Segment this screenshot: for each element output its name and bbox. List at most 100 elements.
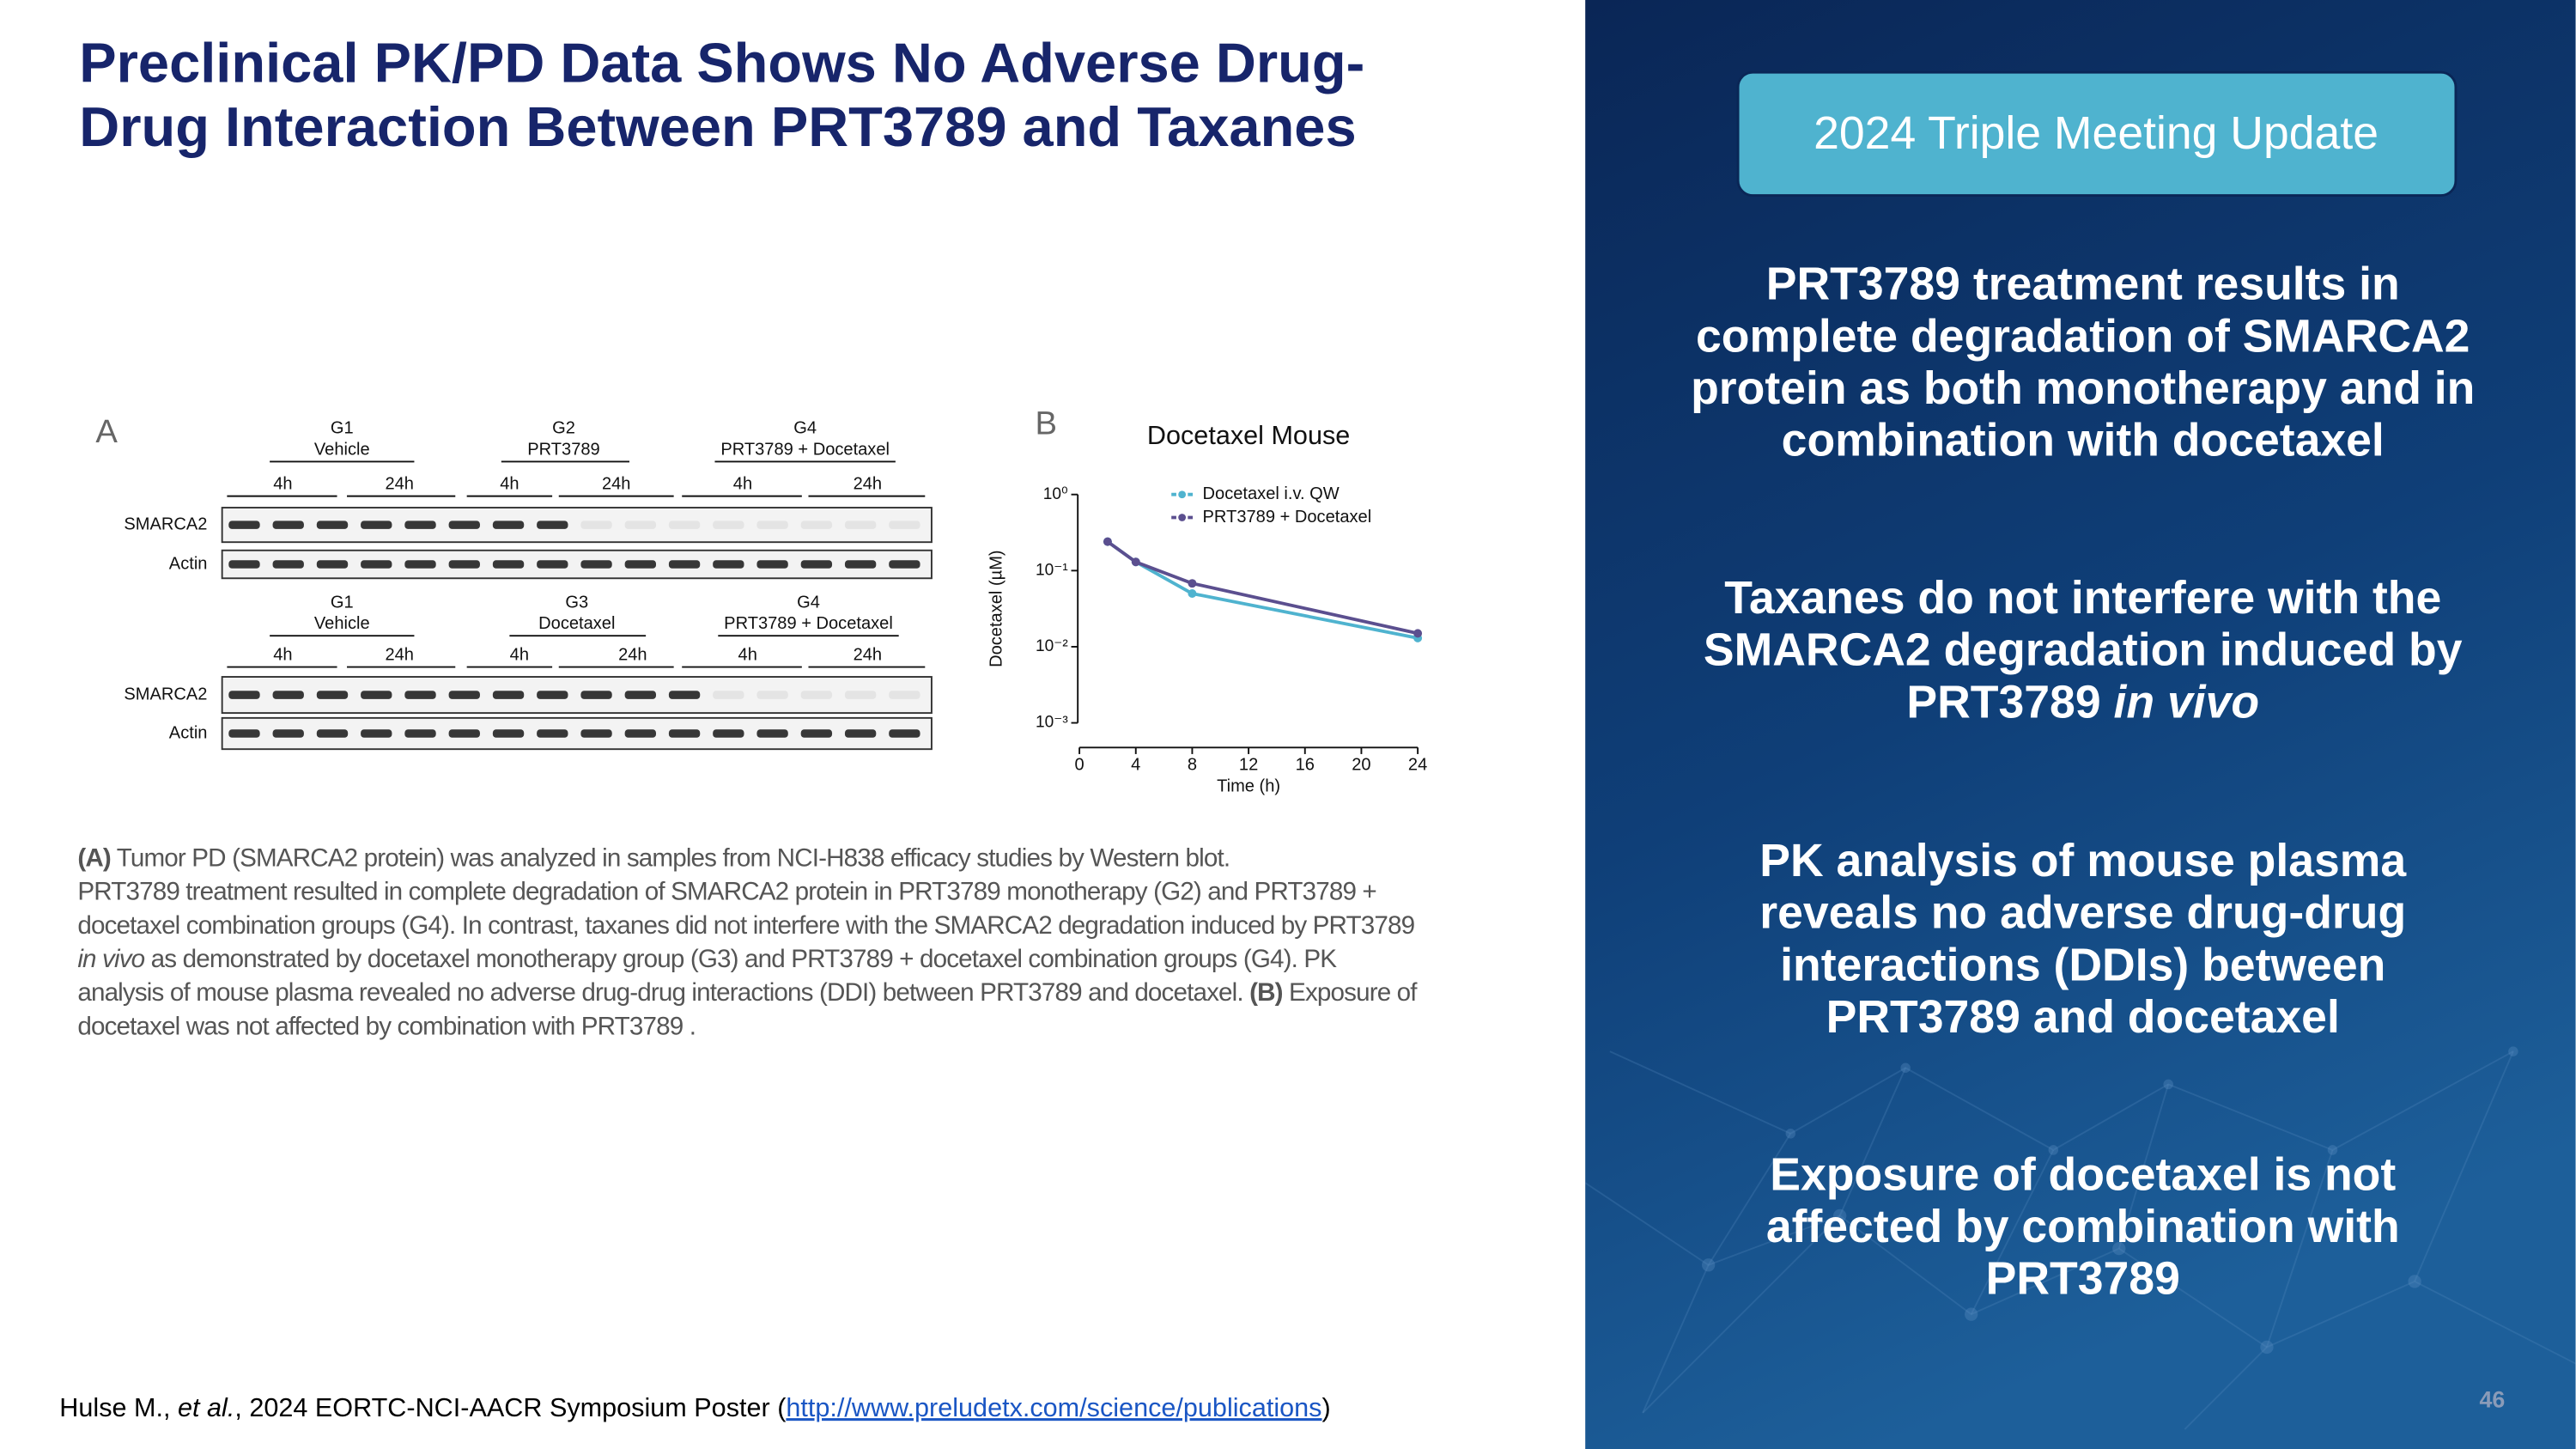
blot-band <box>889 521 920 529</box>
blot-band <box>889 729 920 738</box>
time-label: 24h <box>854 475 883 494</box>
x-tick-label: 12 <box>1239 756 1258 775</box>
y-tick-label: 10⁻³ <box>1036 714 1068 732</box>
text-run: PRT3789 <box>1986 1254 2180 1305</box>
blot-band <box>537 560 568 569</box>
slide-title: Preclinical PK/PD Data Shows No Adverse … <box>79 32 1364 94</box>
bullet-line: combination with docetaxel <box>1782 416 2385 466</box>
time-label: 24h <box>854 645 883 664</box>
blot-band <box>668 729 701 738</box>
text-run: PRT3789 and docetaxel <box>1826 992 2340 1043</box>
text-run: (A) <box>77 843 111 872</box>
blot-band <box>624 521 656 529</box>
legend-label: PRT3789 + Docetaxel <box>1203 508 1372 527</box>
blot-band <box>272 521 304 529</box>
series-line <box>1106 540 1419 636</box>
caption-line: docetaxel combination groups (G4). In co… <box>77 911 1414 940</box>
blot-band <box>228 691 260 699</box>
panel-label: A <box>95 413 118 450</box>
data-point <box>1188 589 1197 598</box>
bullet-line: Taxanes do not interfere with the <box>1724 573 2441 624</box>
blot-band <box>580 560 612 569</box>
badge-text: 2024 Triple Meeting Update <box>1814 108 2379 159</box>
network-decoration <box>1584 1050 2576 1430</box>
blot-band <box>668 691 701 699</box>
y-axis-label: Docetaxel (µM) <box>987 550 1006 667</box>
text-run: Exposure of <box>1283 978 1419 1007</box>
data-point <box>1188 579 1197 588</box>
blot-band <box>844 521 877 529</box>
blot-band <box>800 691 833 699</box>
blot-band <box>492 729 525 738</box>
blot-band <box>889 691 920 699</box>
text-run: PRT3789 treatment results in <box>1766 259 2400 310</box>
legend-label: Docetaxel i.v. QW <box>1203 484 1340 503</box>
bullet-line: complete degradation of SMARCA2 <box>1696 311 2470 362</box>
time-label: 4h <box>273 645 292 664</box>
bullet-line: affected by combination with <box>1766 1202 2400 1252</box>
text-run: reveals no adverse drug-drug <box>1759 888 2406 939</box>
text-run: Tumor PD (SMARCA2 protein) was analyzed … <box>111 843 1230 872</box>
blot-band <box>624 560 656 569</box>
blot-band <box>492 560 525 569</box>
bullet-line: PRT3789 in vivo <box>1906 677 2259 728</box>
bullet-line: PK analysis of mouse plasma <box>1759 836 2407 886</box>
data-point <box>1103 537 1112 546</box>
blot-band <box>404 691 436 699</box>
blot-band <box>800 521 833 529</box>
group-name: G1 <box>331 419 354 438</box>
footer-citation: Hulse M., et al., 2024 EORTC-NCI-AACR Sy… <box>59 1393 1330 1422</box>
blot-band <box>713 691 744 699</box>
blot-band <box>272 729 304 738</box>
blot-band <box>316 560 349 569</box>
text-run: complete degradation of SMARCA2 <box>1696 311 2470 362</box>
legend-marker <box>1178 514 1187 521</box>
text-run: PRT3789 <box>1906 677 2113 728</box>
blot-band <box>756 560 788 569</box>
bullet-line: SMARCA2 degradation induced by <box>1704 625 2463 676</box>
badge <box>1736 70 2458 198</box>
text-run: docetaxel was not affected by combinatio… <box>77 1012 696 1040</box>
text-run: in vivo <box>77 945 144 973</box>
blot-band <box>668 560 701 569</box>
blot-band <box>448 729 480 738</box>
group-desc: PRT3789 + Docetaxel <box>720 440 890 459</box>
blot-band <box>492 691 525 699</box>
text-run: affected by combination with <box>1766 1202 2400 1252</box>
text-run: interactions (DDIs) between <box>1780 940 2385 990</box>
group-desc: Vehicle <box>314 440 370 459</box>
blot-band <box>361 560 392 569</box>
blot-band <box>713 521 744 529</box>
row-label: SMARCA2 <box>124 685 207 703</box>
y-tick-label: 10⁰ <box>1043 485 1068 503</box>
caption-line: docetaxel was not affected by combinatio… <box>77 1012 696 1040</box>
blot-band <box>228 560 260 569</box>
blot-band <box>448 521 480 529</box>
blot-band <box>713 560 744 569</box>
text-run: PRT3789 treatment resulted in complete d… <box>77 877 1376 905</box>
group-desc: Vehicle <box>314 614 370 633</box>
text-run: combination with docetaxel <box>1782 416 2385 466</box>
group-name: G2 <box>552 419 575 438</box>
blot-band <box>537 729 568 738</box>
row-label: Actin <box>169 723 208 742</box>
group-desc: Docetaxel <box>538 614 615 633</box>
blot-band <box>624 691 656 699</box>
caption-line: PRT3789 treatment resulted in complete d… <box>77 877 1376 905</box>
caption-line: analysis of mouse plasma revealed no adv… <box>77 978 1418 1007</box>
blot-band <box>404 729 436 738</box>
row-label: Actin <box>169 554 208 573</box>
blot-band <box>756 691 788 699</box>
text-run: docetaxel combination groups (G4). In co… <box>77 911 1414 940</box>
text-run: SMARCA2 degradation induced by <box>1704 625 2463 676</box>
text-run: , 2024 EORTC-NCI-AACR Symposium Poster ( <box>234 1393 787 1422</box>
blot-band <box>624 729 656 738</box>
network-nodes <box>1702 1046 2518 1355</box>
group-name: G4 <box>797 593 820 612</box>
time-label: 24h <box>602 475 631 494</box>
text-run: in vivo <box>2113 677 2259 728</box>
bullet-line: protein as both monotherapy and in <box>1691 363 2475 414</box>
time-label: 4h <box>738 645 757 664</box>
time-label: 24h <box>385 645 414 664</box>
